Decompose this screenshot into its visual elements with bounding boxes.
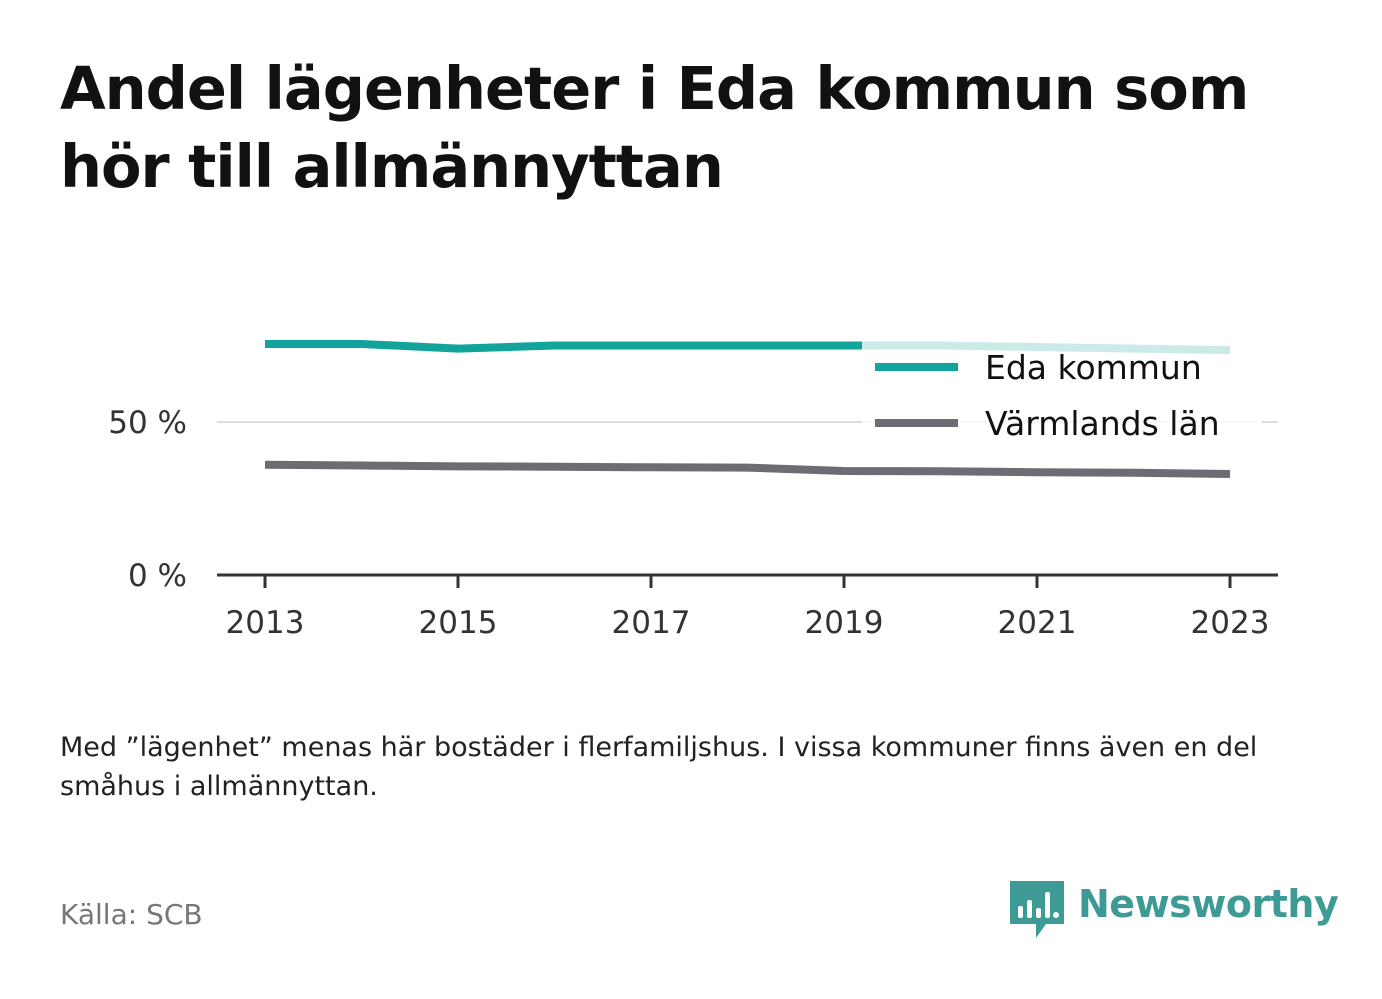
legend-label: Eda kommun bbox=[985, 348, 1202, 387]
y-tick-label: 0 % bbox=[128, 558, 187, 594]
x-tick-label: 2013 bbox=[226, 605, 305, 641]
series-line-varmlands-lan bbox=[264, 460, 1231, 478]
legend-background bbox=[862, 340, 1262, 452]
y-tick-label: 50 % bbox=[108, 405, 187, 441]
line-chart: 0 % 50 % Eda kommun Värmlands län 2013 2015… bbox=[108, 340, 1278, 641]
x-tick-label: 2019 bbox=[805, 605, 884, 641]
newsworthy-logo: Newsworthy bbox=[1010, 878, 1339, 942]
source-text: Källa: SCB bbox=[60, 898, 203, 931]
x-tick-label: 2015 bbox=[419, 605, 498, 641]
chart-note: Med ”lägenhet” menas här bostäder i fler… bbox=[60, 732, 1258, 802]
legend-label: Värmlands län bbox=[985, 404, 1220, 443]
brand-name: Newsworthy bbox=[1078, 882, 1339, 926]
chart-title: Andel lägenheter i Eda kommun som hör ti… bbox=[60, 54, 1249, 201]
x-tick-label: 2021 bbox=[998, 605, 1077, 641]
x-tick-label: 2017 bbox=[612, 605, 691, 641]
x-axis: 2013 2015 2017 2019 2021 2023 bbox=[217, 573, 1278, 641]
bar-chart-speech-bubble-icon bbox=[1010, 881, 1064, 938]
x-tick-label: 2023 bbox=[1191, 605, 1270, 641]
legend: Eda kommun Värmlands län bbox=[862, 340, 1262, 452]
